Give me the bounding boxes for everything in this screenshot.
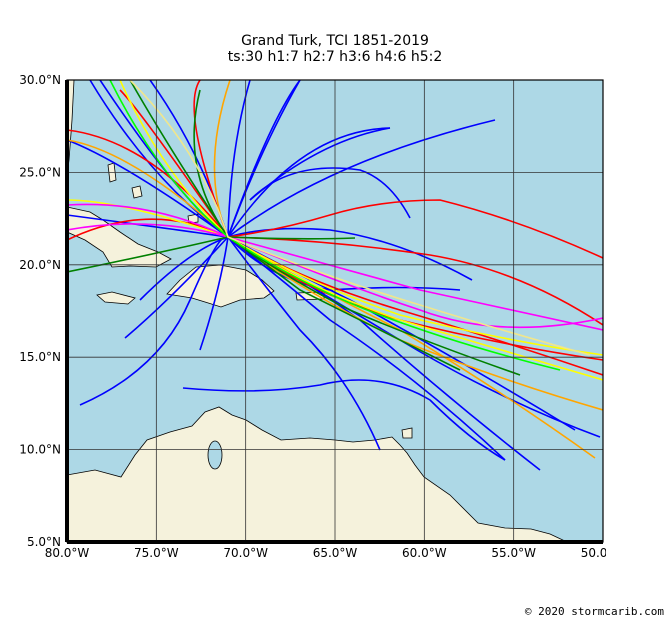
trinidad bbox=[401, 427, 413, 439]
lon-label: 70.0°W bbox=[223, 546, 268, 560]
lon-label: 60.0°W bbox=[402, 546, 447, 560]
subtitle: ts:30 h1:7 h2:7 h3:6 h4:6 h5:2 bbox=[228, 49, 443, 65]
copyright: © 2020 stormcarib.com bbox=[525, 605, 664, 618]
lon-label: 55.0°W bbox=[491, 546, 536, 560]
storm-track bbox=[79, 80, 301, 406]
south-america bbox=[67, 406, 568, 542]
tracks bbox=[67, 80, 603, 471]
storm-track bbox=[227, 119, 496, 281]
graticule bbox=[67, 80, 603, 542]
storm-track bbox=[67, 214, 461, 291]
lat-label: 20.0°N bbox=[19, 258, 61, 272]
storm-track bbox=[182, 379, 506, 461]
storm-track bbox=[227, 236, 381, 451]
lat-label: 10.0°N bbox=[19, 443, 61, 457]
storm-track bbox=[67, 223, 603, 329]
storm-track bbox=[67, 199, 603, 356]
bahamas bbox=[131, 185, 143, 199]
lon-label: 65.0°W bbox=[313, 546, 358, 560]
storm-track bbox=[67, 203, 603, 331]
lat-label: 5.0°N bbox=[27, 535, 61, 549]
storm-track bbox=[227, 80, 506, 461]
lon-label: 50.0°W bbox=[581, 546, 626, 560]
storm-track bbox=[199, 80, 301, 351]
storm-track bbox=[67, 199, 603, 259]
lon-label: 80.0°W bbox=[45, 546, 90, 560]
lat-label: 30.0°N bbox=[19, 73, 61, 87]
hispaniola bbox=[166, 264, 275, 308]
storm-track bbox=[249, 167, 411, 219]
storm-track bbox=[129, 80, 461, 371]
jamaica bbox=[96, 291, 136, 305]
storm-track bbox=[67, 139, 603, 411]
lake bbox=[207, 440, 223, 470]
storm-track bbox=[129, 80, 591, 356]
lon-label: 75.0°W bbox=[134, 546, 179, 560]
land-layer bbox=[67, 80, 603, 542]
title: Grand Turk, TCI 1851-2019 bbox=[241, 33, 429, 49]
storm-track bbox=[119, 80, 603, 381]
lat-label: 25.0°N bbox=[19, 165, 61, 179]
storm-track bbox=[109, 80, 561, 371]
storm-track bbox=[119, 89, 603, 361]
axis-labels: 30.0°N 25.0°N 20.0°N 15.0°N 10.0°N 5.0°N80.0°… bbox=[19, 73, 626, 560]
storm-track bbox=[249, 127, 391, 201]
cuba bbox=[67, 206, 172, 268]
lat-label: 15.0°N bbox=[19, 350, 61, 364]
storm-track bbox=[139, 127, 391, 301]
storm-track bbox=[67, 129, 603, 326]
